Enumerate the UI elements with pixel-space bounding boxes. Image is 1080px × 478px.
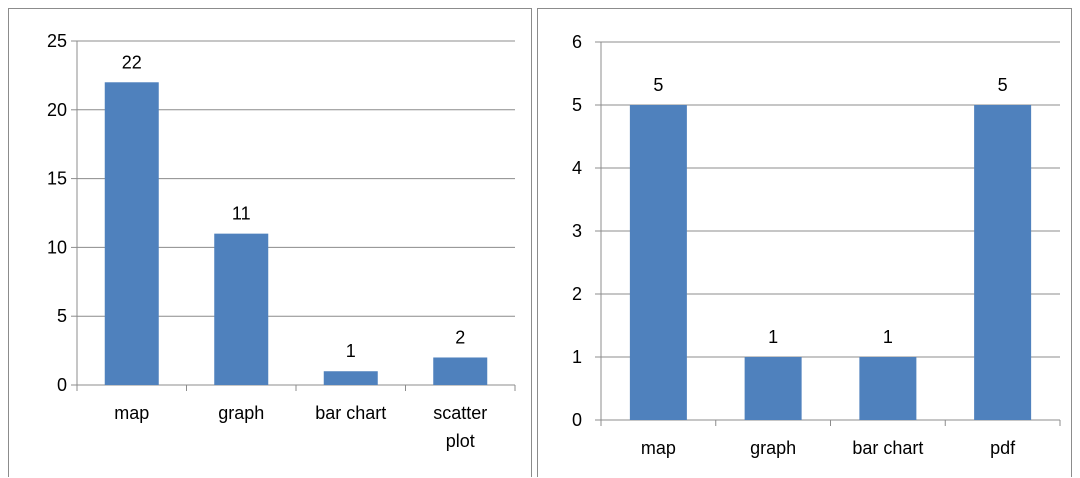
y-tick-label: 1 [572,347,582,367]
y-tick-label: 25 [47,31,67,51]
bar [214,233,269,385]
bar-chart-left: 0 5 10 15 20 25 22 map 11 graph 1 bar chart 2 scatter… [47,31,516,451]
x-category-label: map [641,438,676,458]
x-category-label: bar chart [852,438,923,458]
x-category-label: plot [446,431,475,451]
data-label: 1 [346,341,356,361]
data-label: 11 [232,204,251,224]
bar [433,357,488,385]
y-tick-label: 3 [572,221,582,241]
y-tick-label: 20 [47,100,67,120]
y-tick-label: 5 [572,95,582,115]
x-category-label: map [114,403,149,423]
y-tick-label: 2 [572,284,582,304]
x-category-label: graph [750,438,796,458]
bar [974,105,1032,420]
bar [859,357,917,420]
bar [323,371,378,385]
x-category-label: pdf [990,438,1016,458]
bar-chart-right: 0 1 2 3 4 5 6 5 map 1 graph 1 bar chart 5 pdf [572,32,1061,458]
y-tick-label: 10 [47,237,67,257]
y-tick-label: 5 [57,306,67,326]
y-tick-label: 6 [572,32,582,52]
x-category-label: bar chart [315,403,386,423]
bar [744,357,802,420]
y-tick-label: 15 [47,169,67,189]
y-tick-label: 4 [572,158,582,178]
bar [629,105,687,420]
chart-panel-left: 0 5 10 15 20 25 22 map 11 graph 1 bar chart 2 scatter… [8,8,532,477]
data-label: 22 [122,52,142,72]
data-label: 2 [455,327,465,347]
y-tick-label: 0 [57,375,67,395]
data-label: 5 [998,75,1008,95]
x-category-label: scatter [433,403,487,423]
bar [104,82,159,385]
chart-panel-right: 0 1 2 3 4 5 6 5 map 1 graph 1 bar chart 5 pdf [537,8,1072,477]
data-label: 1 [768,327,778,347]
data-label: 5 [653,75,663,95]
x-category-label: graph [218,403,264,423]
data-label: 1 [883,327,893,347]
y-tick-label: 0 [572,410,582,430]
